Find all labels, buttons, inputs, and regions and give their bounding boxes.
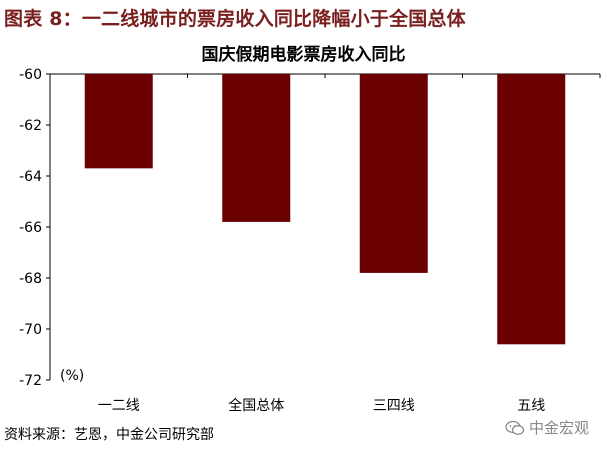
bar [84, 74, 153, 169]
y-tick-label: -70 [19, 322, 42, 338]
x-tick-label: 全国总体 [228, 397, 284, 414]
figure-title: 图表 8：一二线城市的票房收入同比降幅小于全国总体 [4, 8, 466, 30]
bar [359, 74, 428, 273]
y-tick-label: -72 [19, 373, 42, 389]
y-tick-label: -66 [19, 220, 42, 236]
chart-title: 国庆假期电影票房收入同比 [201, 45, 406, 65]
watermark-text: 中金宏观 [529, 419, 590, 437]
y-unit-label: (%) [60, 368, 84, 384]
wechat-icon [505, 420, 525, 435]
bar [497, 74, 566, 345]
y-tick-label: -62 [19, 118, 42, 134]
x-tick-label: 三四线 [373, 398, 415, 414]
bar [222, 74, 291, 222]
y-tick-label: -60 [19, 67, 42, 83]
y-tick-label: -64 [19, 169, 42, 185]
x-tick-label: 一二线 [98, 398, 140, 414]
x-tick-label: 五线 [517, 398, 545, 414]
watermark: 中金宏观 [505, 417, 589, 438]
source-note: 资料来源：艺恩，中金公司研究部 [4, 427, 214, 443]
y-tick-label: -68 [19, 271, 42, 287]
